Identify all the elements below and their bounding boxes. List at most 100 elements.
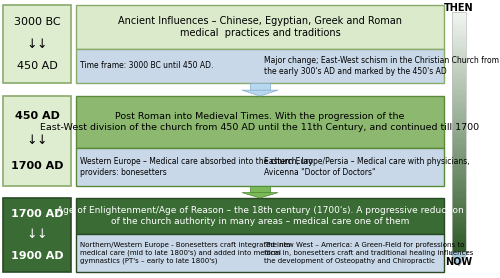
Bar xyxy=(452,36,466,39)
Bar xyxy=(452,98,466,101)
Bar xyxy=(452,221,466,224)
Bar xyxy=(452,168,466,171)
Bar xyxy=(452,163,466,166)
Bar xyxy=(452,170,466,173)
Bar xyxy=(452,134,466,137)
Bar xyxy=(452,151,466,154)
Bar xyxy=(452,161,466,164)
Text: Ancient Influences – Chinese, Egyptian, Greek and Roman
medical  practices and t: Ancient Influences – Chinese, Egyptian, … xyxy=(118,16,402,38)
Bar xyxy=(452,41,466,44)
Bar xyxy=(452,26,466,29)
Bar xyxy=(452,166,466,168)
Bar xyxy=(452,175,466,178)
Bar xyxy=(452,108,466,111)
Bar xyxy=(76,5,444,49)
Bar xyxy=(452,24,466,27)
Text: ↓: ↓ xyxy=(37,135,47,148)
Bar xyxy=(452,125,466,128)
Text: Post Roman into Medieval Times. With the progression of the
East-West division o: Post Roman into Medieval Times. With the… xyxy=(40,112,480,132)
Text: 1700 AD: 1700 AD xyxy=(11,209,63,219)
Bar xyxy=(452,233,466,236)
Bar xyxy=(452,82,466,85)
Bar xyxy=(452,55,466,58)
Bar xyxy=(452,29,466,32)
Bar xyxy=(452,91,466,94)
Text: 450 AD: 450 AD xyxy=(16,61,58,71)
Text: ↓: ↓ xyxy=(27,229,37,242)
Bar xyxy=(452,70,466,73)
Bar xyxy=(452,62,466,65)
Bar xyxy=(452,43,466,46)
Bar xyxy=(452,247,466,250)
FancyArrow shape xyxy=(450,252,468,266)
Text: Northern/Western Europe - Bonesetters craft integrated into
medical care (mid to: Northern/Western Europe - Bonesetters cr… xyxy=(80,242,290,264)
Bar xyxy=(452,48,466,51)
Polygon shape xyxy=(242,193,278,198)
Bar xyxy=(452,238,466,240)
Text: ↓: ↓ xyxy=(37,229,47,242)
Bar xyxy=(452,12,466,252)
Bar xyxy=(452,120,466,123)
Bar xyxy=(452,173,466,176)
Bar xyxy=(452,34,466,36)
Bar xyxy=(452,199,466,202)
Bar xyxy=(452,17,466,20)
Bar xyxy=(76,148,444,186)
Bar xyxy=(452,65,466,68)
Bar xyxy=(76,96,444,148)
Bar xyxy=(452,223,466,226)
Bar xyxy=(452,230,466,233)
Text: Time frame: 3000 BC until 450 AD.: Time frame: 3000 BC until 450 AD. xyxy=(80,61,214,71)
Bar xyxy=(3,96,71,186)
Text: Major change; East-West schism in the Christian Church from
the early 300's AD a: Major change; East-West schism in the Ch… xyxy=(264,56,498,76)
Text: 3000 BC: 3000 BC xyxy=(14,17,60,27)
Bar xyxy=(452,53,466,56)
Bar xyxy=(452,194,466,197)
Polygon shape xyxy=(242,90,278,96)
Bar xyxy=(3,5,71,83)
Bar xyxy=(452,132,466,135)
Bar xyxy=(452,67,466,70)
Bar xyxy=(452,137,466,140)
Text: NOW: NOW xyxy=(446,257,472,267)
Text: ↓: ↓ xyxy=(37,38,47,51)
Bar xyxy=(452,113,466,116)
Bar xyxy=(452,12,466,15)
Bar xyxy=(452,192,466,195)
Bar xyxy=(452,31,466,34)
Text: The new West – America: A Green-Field for professions to
form in, bonesetters cr: The new West – America: A Green-Field fo… xyxy=(264,242,473,264)
Bar xyxy=(452,115,466,118)
Bar xyxy=(452,72,466,75)
Bar xyxy=(452,122,466,125)
Bar xyxy=(452,139,466,142)
Bar xyxy=(452,60,466,63)
Bar xyxy=(452,226,466,229)
Bar xyxy=(452,127,466,130)
Bar xyxy=(452,202,466,205)
Text: ↓: ↓ xyxy=(27,135,37,148)
Bar xyxy=(452,46,466,48)
Bar xyxy=(452,130,466,133)
Bar xyxy=(76,198,444,234)
Bar xyxy=(452,240,466,243)
Bar xyxy=(452,75,466,77)
Bar xyxy=(250,83,270,90)
Bar xyxy=(250,186,270,193)
Text: 450 AD: 450 AD xyxy=(14,111,60,121)
Bar xyxy=(452,154,466,157)
Bar xyxy=(452,214,466,217)
Bar xyxy=(452,156,466,159)
Bar xyxy=(452,110,466,113)
Bar xyxy=(452,38,466,41)
Bar xyxy=(452,50,466,53)
Text: 1900 AD: 1900 AD xyxy=(10,251,64,261)
Text: Age of Enlightenment/Age of Reason – the 18th century (1700's). A progressive re: Age of Enlightenment/Age of Reason – the… xyxy=(56,206,464,226)
Bar xyxy=(452,250,466,252)
Bar xyxy=(452,187,466,190)
Bar xyxy=(452,84,466,87)
Bar xyxy=(452,185,466,188)
Bar xyxy=(452,118,466,120)
Bar xyxy=(452,101,466,104)
Bar xyxy=(452,211,466,214)
Bar xyxy=(452,142,466,145)
